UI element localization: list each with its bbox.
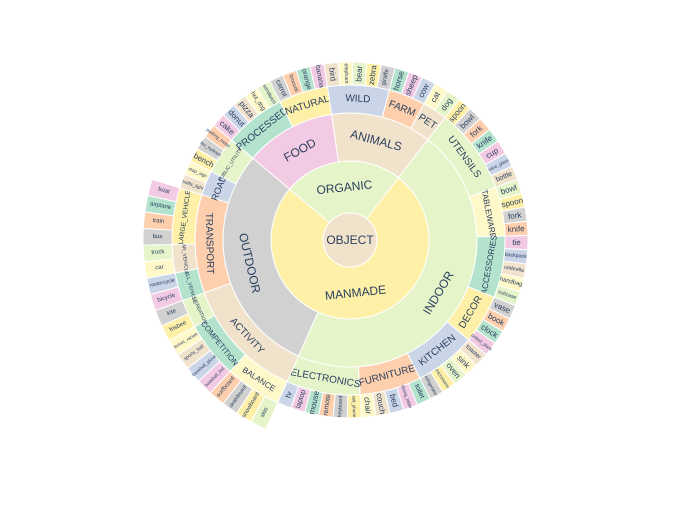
sunburst-label-fork: fork <box>507 210 522 221</box>
sunburst-label-remote: remote <box>322 394 332 417</box>
sunburst-label-boat: boat <box>157 187 170 196</box>
sunburst-label-skis: skis <box>260 407 270 419</box>
sunburst-label-bicycle: bicycle <box>157 292 177 303</box>
sunburst-label-bird: bird <box>327 67 337 81</box>
sunburst-label-keyboard: keyboard <box>337 395 344 417</box>
sunburst-label-umbrella: umbrella <box>504 265 525 274</box>
sunburst-label-motorcycle: motorcycle <box>149 277 175 289</box>
sunburst-label-manmade: MANMADE <box>324 283 386 303</box>
sunburst-label-object: OBJECT <box>326 233 374 247</box>
sunburst-segment-dog[interactable] <box>434 90 460 119</box>
sunburst-label-train: train <box>152 218 164 225</box>
sunburst-label-knife: knife <box>507 224 525 234</box>
sunburst-label-wild: WILD <box>345 93 371 105</box>
sunburst-label-tie: tie <box>512 238 521 247</box>
sunburst-label-broccoli: broccoli <box>287 74 299 93</box>
sunburst-label-chair: chair <box>362 396 373 415</box>
sunburst-label-bear: bear <box>354 65 364 82</box>
sunburst-label-bed: bed <box>388 393 400 408</box>
sunburst-label-bus: bus <box>153 234 163 240</box>
sunburst-label-tv: tv <box>283 390 294 399</box>
sunburst-label-truck: truck <box>151 249 165 256</box>
sunburst-label-backpack: backpack <box>504 252 527 260</box>
sunburst-label-elephant: elephant <box>343 63 350 84</box>
sunburst-label-handbag: handbag <box>499 276 523 288</box>
sunburst-label-zebra: zebra <box>367 64 379 86</box>
sunburst-label-organic: ORGANIC <box>316 177 373 197</box>
sunburst-label-cell-phone: cell_phone <box>351 395 357 417</box>
sunburst-label-airplane: airplane <box>149 201 172 211</box>
sunburst-label-couch: couch <box>374 392 387 415</box>
sunburst-label-kite: kite <box>166 308 178 317</box>
sunburst-label-transport: TRANSPORT <box>203 213 216 275</box>
sunburst-label-car: car <box>155 264 164 271</box>
sunburst-label-banana: banana <box>314 64 325 88</box>
sunburst-label-giraffe: giraffe <box>381 68 391 86</box>
sunburst-label-car-vehicle: CAR_VEHICLE <box>180 240 190 276</box>
